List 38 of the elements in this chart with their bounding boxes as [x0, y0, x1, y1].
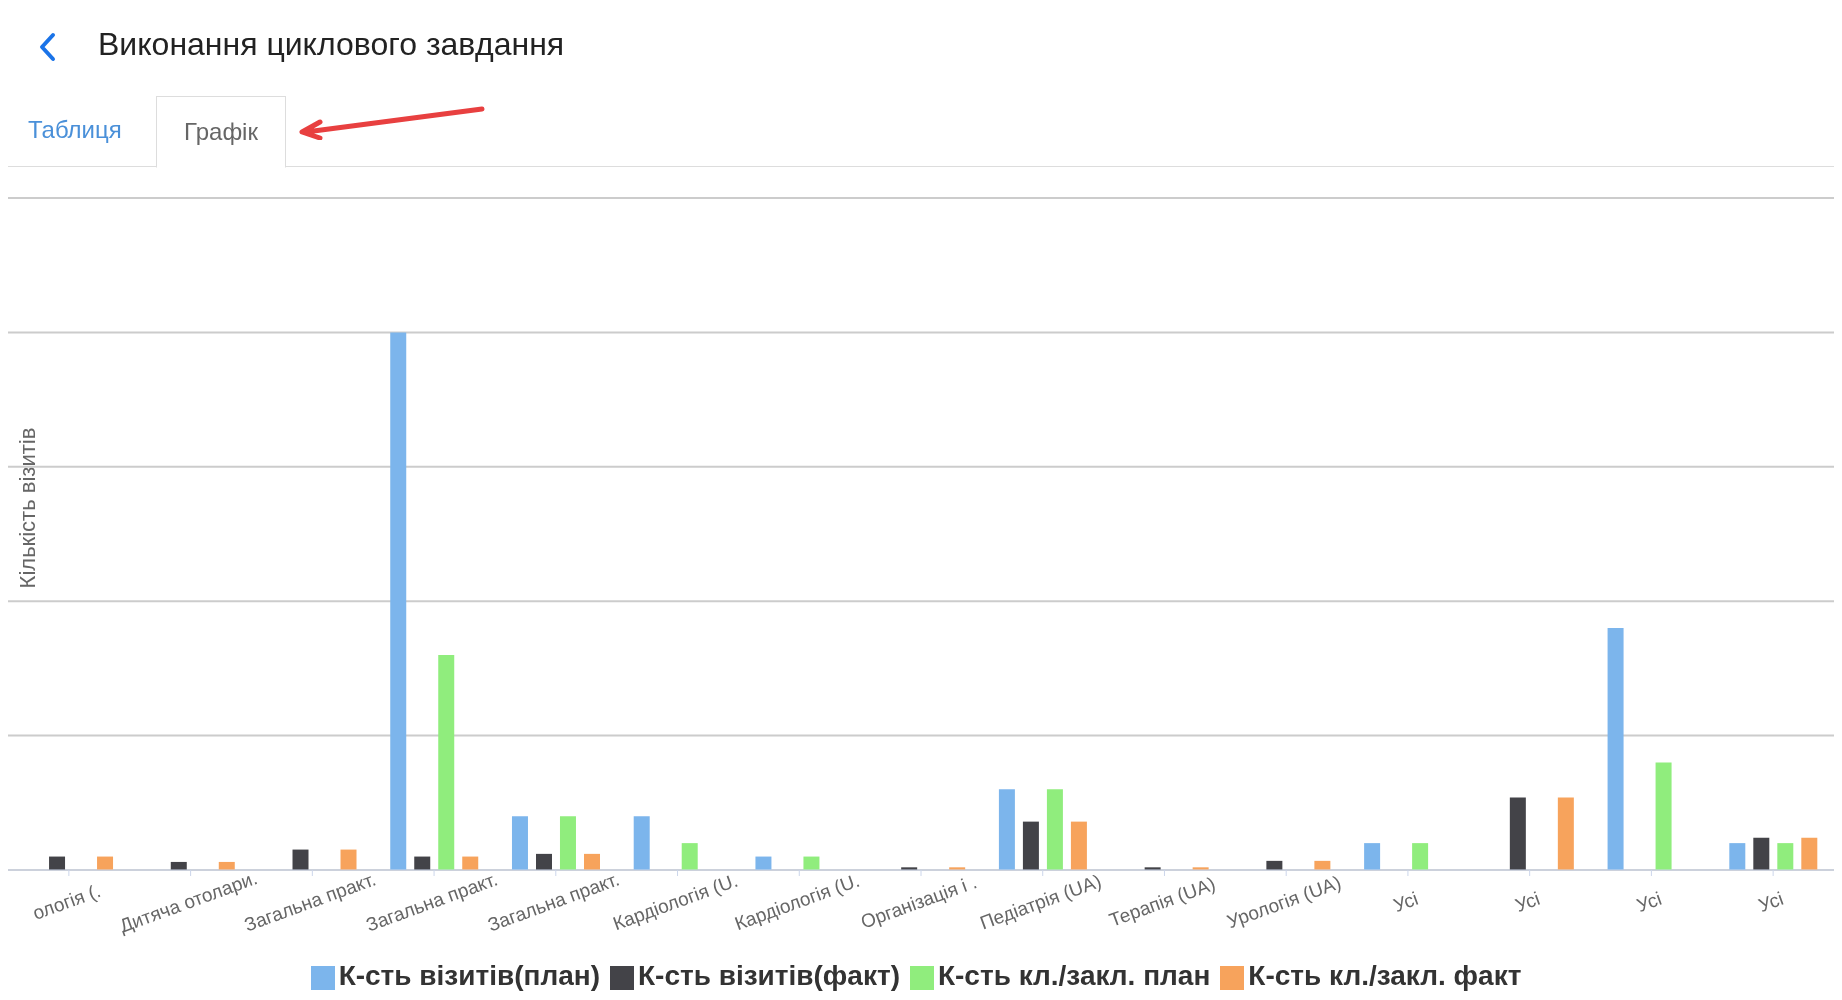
- bar: [1655, 762, 1672, 870]
- bar: [1607, 628, 1624, 870]
- chart-title: Виконання циклового завдання: [98, 26, 565, 63]
- bar: [583, 853, 600, 870]
- x-tick-label: Усі: [1512, 887, 1543, 916]
- bar: [1729, 843, 1746, 870]
- bar: [1753, 837, 1770, 870]
- bar: [1509, 797, 1526, 870]
- x-tick-label: ологія (.: [30, 880, 104, 924]
- bar: [1777, 843, 1794, 870]
- bar: [559, 816, 576, 870]
- text: Графік: [156, 96, 286, 168]
- bar: [1022, 821, 1039, 870]
- bar: [511, 816, 528, 870]
- x-tick-label: Усі: [1755, 887, 1787, 916]
- x-tick-label: Усі: [1390, 887, 1421, 916]
- bar: [340, 849, 357, 870]
- y-axis-title: Кількість візитів: [15, 427, 41, 589]
- bar: [1412, 843, 1429, 870]
- bar: [1070, 821, 1087, 870]
- x-tick-label: Терапія (UA): [1106, 872, 1219, 931]
- x-tick-label: Усі: [1634, 887, 1665, 916]
- bar: [390, 332, 407, 870]
- legend-label: К-сть кл./закл. факт: [1248, 960, 1522, 991]
- bar: [535, 853, 552, 870]
- legend-label: К-сть кл./закл. план: [937, 960, 1211, 991]
- bar: [1557, 797, 1574, 870]
- bar: [1046, 789, 1063, 870]
- bar: [998, 789, 1015, 870]
- bar: [1801, 837, 1818, 870]
- text: Таблиця: [28, 116, 122, 144]
- bar: [1364, 843, 1381, 870]
- bar: [292, 849, 309, 870]
- bar: [633, 816, 650, 870]
- legend-label: К-сть візитів(план): [338, 960, 600, 991]
- legend-label: К-сть візитів(факт): [637, 960, 900, 991]
- bar: [438, 654, 455, 870]
- bar: [681, 843, 698, 870]
